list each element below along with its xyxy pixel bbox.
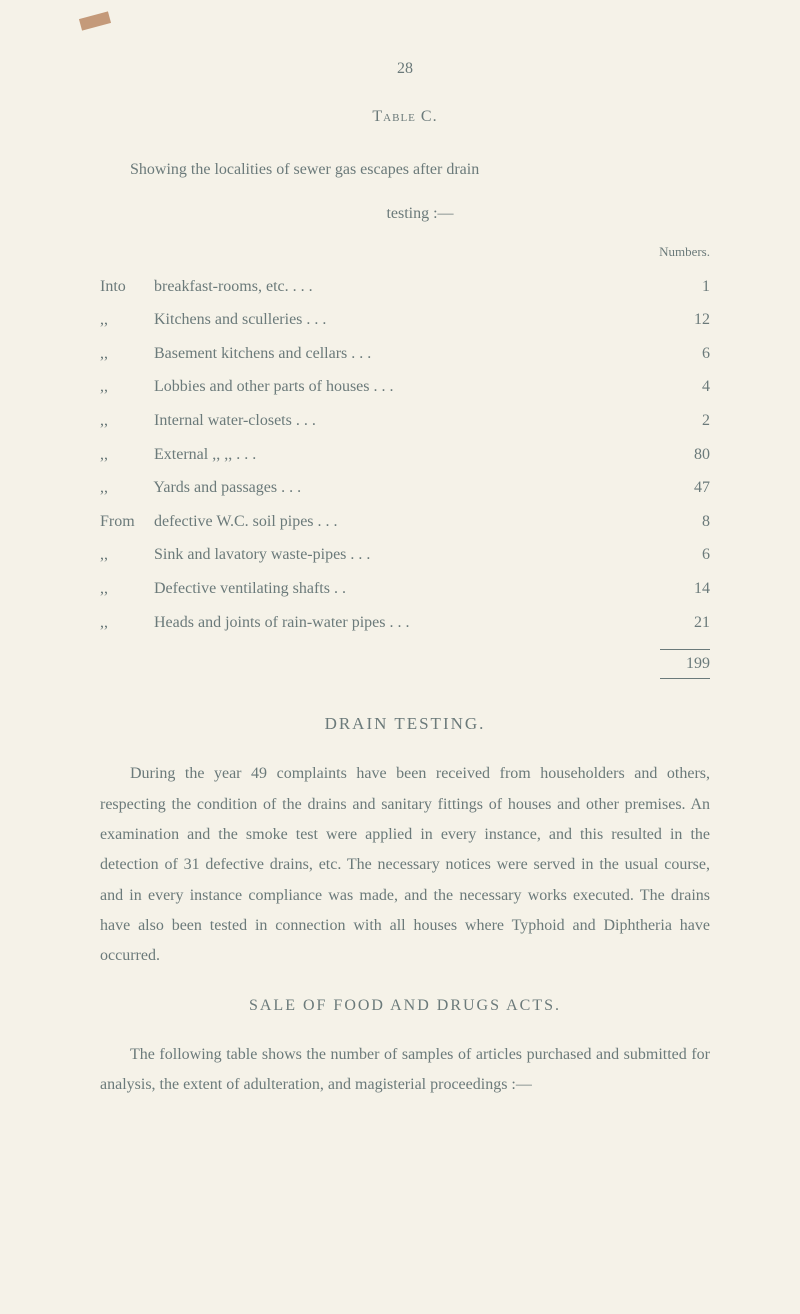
page-corner-mark	[79, 11, 111, 30]
data-table: Into breakfast-rooms, etc. ... 1 ,, Kitc…	[100, 270, 710, 640]
table-label: Table C.	[100, 108, 710, 126]
table-row: ,, Sink and lavatory waste-pipes ... 6	[100, 538, 710, 572]
drain-testing-body: During the year 49 complaints have been …	[100, 759, 710, 972]
table-row: ,, Yards and passages ... 47	[100, 471, 710, 505]
row-value: 4	[660, 370, 710, 404]
table-row: ,, External ,, ,, ... 80	[100, 438, 710, 472]
row-value: 1	[660, 270, 710, 304]
row-value: 6	[660, 538, 710, 572]
row-value: 14	[660, 572, 710, 606]
table-row: ,, Internal water-closets ... 2	[100, 404, 710, 438]
intro-text: Showing the localities of sewer gas esca…	[100, 156, 710, 185]
row-value: 80	[660, 438, 710, 472]
row-value: 12	[660, 303, 710, 337]
row-value: 47	[660, 471, 710, 505]
row-value: 2	[660, 404, 710, 438]
total-value: 199	[660, 655, 710, 673]
row-value: 8	[660, 505, 710, 539]
table-row: ,, Kitchens and sculleries ... 12	[100, 303, 710, 337]
table-row: ,, Lobbies and other parts of houses ...…	[100, 370, 710, 404]
food-drugs-body: The following table shows the number of …	[100, 1040, 710, 1101]
table-row: ,, Heads and joints of rain-water pipes …	[100, 606, 710, 640]
table-row: ,, Defective ventilating shafts .. 14	[100, 572, 710, 606]
row-value: 21	[660, 606, 710, 640]
total-rule-bottom	[660, 678, 710, 679]
table-row: Into breakfast-rooms, etc. ... 1	[100, 270, 710, 304]
table-row: ,, Basement kitchens and cellars ... 6	[100, 337, 710, 371]
testing-line: testing :—	[100, 200, 710, 229]
numbers-column-header: Numbers.	[100, 244, 710, 260]
table-row: From defective W.C. soil pipes ... 8	[100, 505, 710, 539]
section-heading-drain-testing: DRAIN TESTING.	[100, 714, 710, 734]
section-heading-food-drugs: SALE OF FOOD AND DRUGS ACTS.	[100, 997, 710, 1015]
total-rule-top	[660, 649, 710, 650]
row-value: 6	[660, 337, 710, 371]
total-row: 199	[100, 655, 710, 673]
page-number: 28	[100, 60, 710, 78]
